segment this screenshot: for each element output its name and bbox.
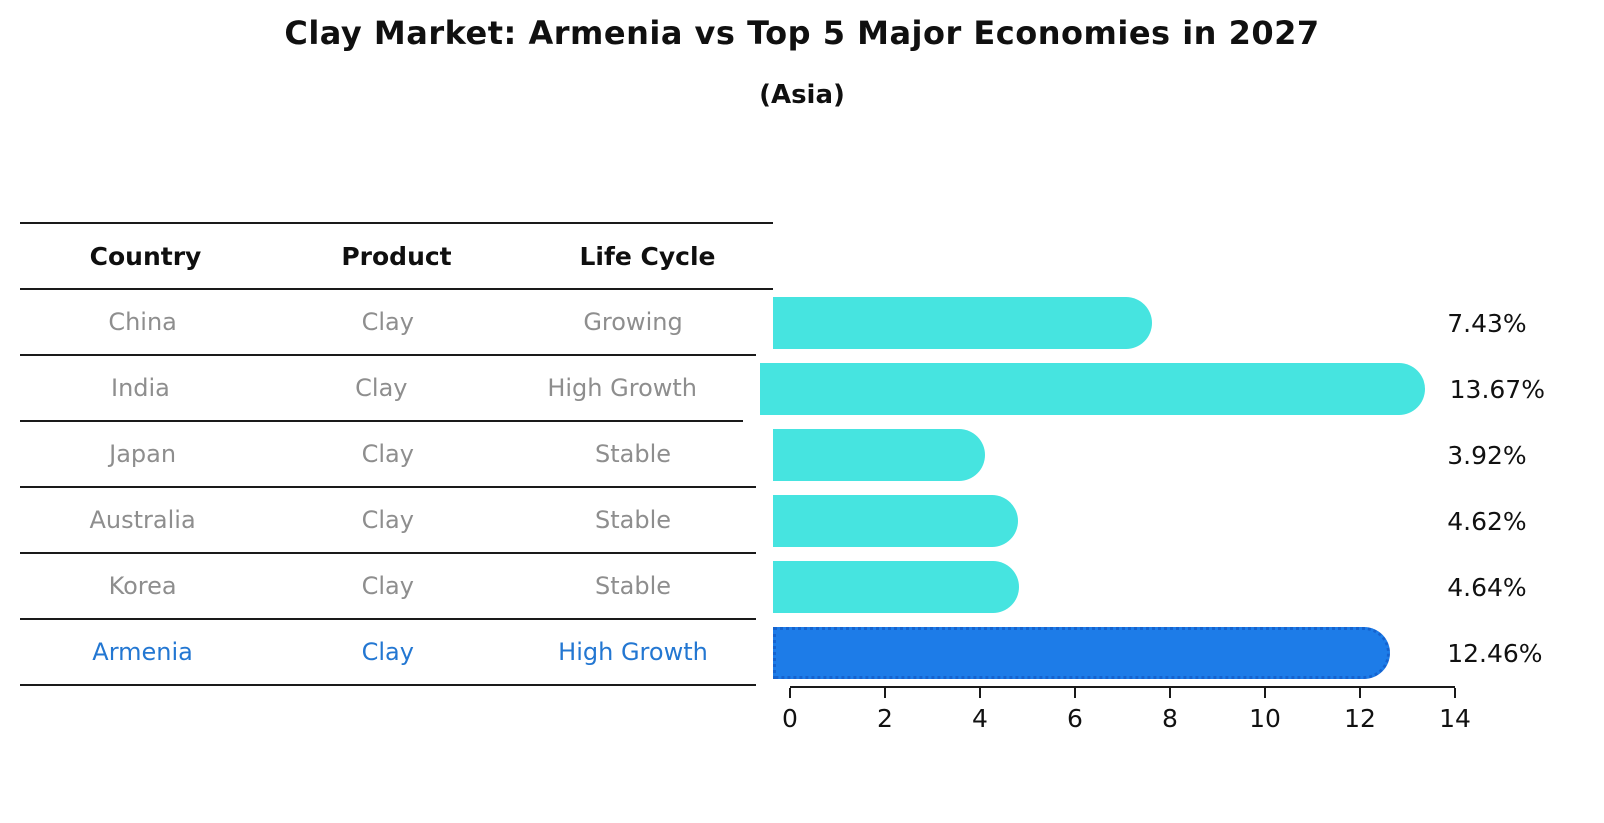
column-header-product: Product [341, 241, 452, 271]
bar-japan [772, 429, 985, 481]
x-tick-mark [978, 688, 981, 698]
cell-country: China [108, 308, 177, 336]
table-cells: India Clay High Growth [20, 356, 743, 422]
x-tick-mark [789, 688, 791, 698]
table-cells: Japan Clay Stable [20, 422, 756, 488]
x-tick-mark [883, 688, 886, 698]
x-tick-label: 6 [1067, 704, 1083, 733]
table-and-chart: Country Product Life Cycle China Clay Gr… [20, 222, 1584, 686]
cell-product: Clay [355, 374, 408, 402]
value-label-armenia: 12.46% [1447, 638, 1543, 668]
cell-country: Korea [108, 572, 177, 600]
cell-product: Clay [361, 440, 414, 468]
x-tick-label: 2 [877, 704, 893, 733]
cell-life-cycle: Growing [583, 308, 683, 336]
cell-country: Armenia [92, 638, 193, 666]
table-row-japan: Japan Clay Stable 3.92% [20, 422, 1584, 488]
bar-track [772, 554, 1423, 620]
cell-country: India [110, 374, 170, 402]
cell-country: Australia [89, 506, 196, 534]
x-axis: 0 2 4 6 8 10 12 14 [782, 686, 1471, 736]
table-row-australia: Australia Clay Stable 4.62% [20, 488, 1584, 554]
x-tick-mark [1454, 688, 1456, 698]
bar-australia [772, 495, 1019, 547]
cell-life-cycle: Stable [594, 440, 672, 468]
table-cells: Australia Clay Stable [20, 488, 756, 554]
cell-product: Clay [361, 638, 414, 666]
value-label-korea: 4.64% [1447, 572, 1527, 602]
x-tick-label: 10 [1249, 704, 1281, 733]
cell-life-cycle: High Growth [547, 374, 698, 402]
cell-product: Clay [361, 308, 414, 336]
cell-life-cycle: Stable [594, 506, 672, 534]
table-header: Country Product Life Cycle [20, 222, 773, 290]
table-cells: China Clay Growing [20, 290, 756, 356]
table-row-china: China Clay Growing 7.43% [20, 290, 1584, 356]
x-tick-label: 0 [782, 704, 798, 733]
value-label-japan: 3.92% [1447, 440, 1527, 470]
bar-china [772, 297, 1152, 349]
bar-track [772, 620, 1423, 686]
page-subtitle: (Asia) [759, 80, 845, 110]
bar-track [772, 488, 1423, 554]
table-row-korea: Korea Clay Stable 4.64% [20, 554, 1584, 620]
table-cells: Armenia Clay High Growth [20, 620, 756, 686]
bar-track [772, 290, 1423, 356]
x-tick-label: 4 [972, 704, 988, 733]
cell-life-cycle: High Growth [558, 638, 708, 666]
cell-product: Clay [361, 572, 414, 600]
cell-product: Clay [361, 506, 414, 534]
x-tick-label: 14 [1439, 704, 1471, 733]
bar-india [759, 363, 1425, 415]
column-header-life-cycle: Life Cycle [579, 241, 716, 271]
x-tick-mark [1264, 688, 1266, 698]
bar-track [759, 356, 1425, 422]
table-header-row: Country Product Life Cycle [20, 222, 1584, 290]
x-tick-mark [1359, 688, 1361, 698]
page-title: Clay Market: Armenia vs Top 5 Major Econ… [284, 14, 1320, 52]
value-label-australia: 4.62% [1447, 506, 1527, 536]
bar-track [772, 422, 1423, 488]
table-row-armenia: Armenia Clay High Growth 12.46% [20, 620, 1584, 686]
cell-life-cycle: Stable [594, 572, 672, 600]
x-tick-label: 12 [1344, 704, 1376, 733]
value-label-china: 7.43% [1447, 308, 1527, 338]
x-tick-label: 8 [1162, 704, 1178, 733]
table-cells: Korea Clay Stable [20, 554, 756, 620]
bar-armenia [772, 627, 1391, 679]
cell-country: Japan [109, 440, 177, 468]
table-row-india: India Clay High Growth 13.67% [20, 356, 1584, 422]
x-tick-mark [1169, 688, 1171, 698]
column-header-country: Country [89, 241, 202, 271]
bar-korea [772, 561, 1019, 613]
value-label-india: 13.67% [1449, 374, 1545, 404]
x-tick-mark [1073, 688, 1076, 698]
